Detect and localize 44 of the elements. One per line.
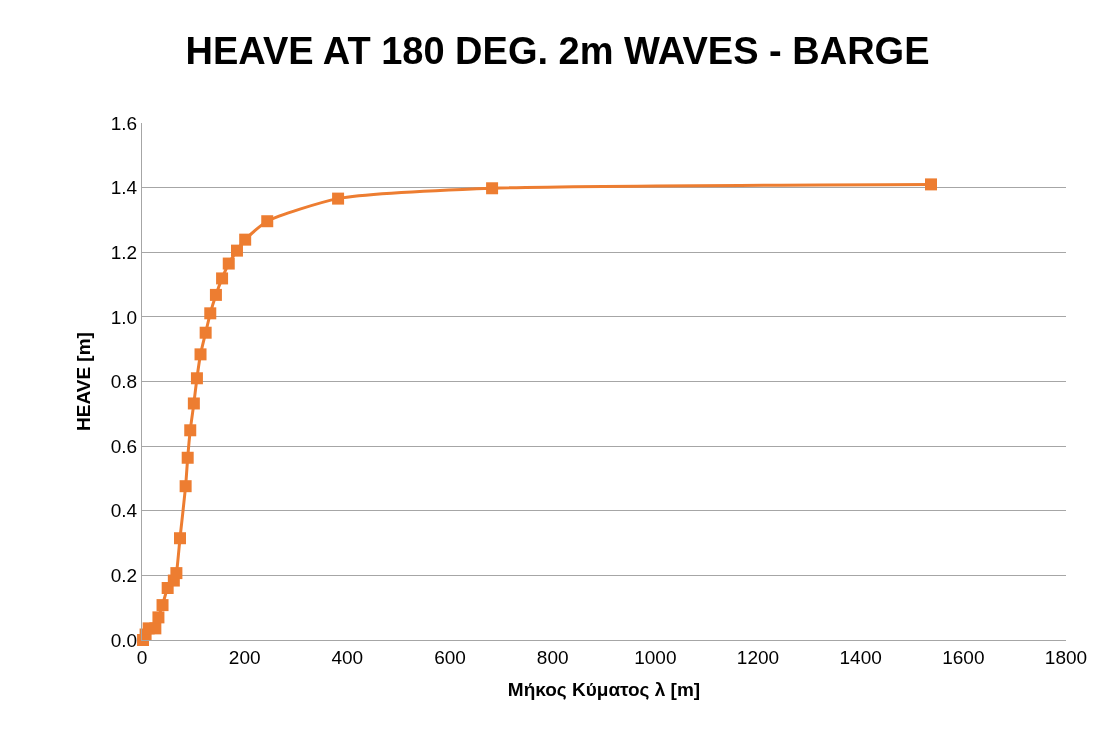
point (222, 257, 235, 270)
point (486, 182, 499, 195)
point (924, 178, 937, 191)
point (181, 451, 194, 464)
point (184, 424, 197, 437)
x-tick-label: 1600 (942, 646, 985, 668)
y-axis-title: HEAVE [m] (72, 332, 94, 431)
y-tick-label: 0.4 (110, 500, 138, 522)
point (209, 288, 222, 301)
x-tick-label: 800 (536, 646, 569, 668)
point (179, 480, 192, 493)
x-tick-label: 400 (331, 646, 364, 668)
point (190, 372, 203, 385)
x-tick-label: 1000 (634, 646, 677, 668)
y-tick-label: 1.0 (110, 306, 138, 328)
point (216, 272, 229, 285)
x-tick-label: 600 (434, 646, 466, 668)
point (332, 192, 345, 205)
chart-title: HEAVE AT 180 DEG. 2m WAVES - BARGE (185, 30, 930, 73)
point (261, 215, 274, 228)
point (173, 532, 186, 545)
point (187, 397, 200, 410)
y-tick-label: 0.0 (110, 629, 138, 651)
y-tick-label: 1.4 (110, 177, 138, 199)
point (230, 244, 243, 257)
point (156, 599, 169, 612)
point (152, 611, 165, 624)
x-tick-label: 200 (228, 646, 261, 668)
y-tick-label: 0.6 (110, 435, 138, 457)
point (204, 307, 217, 320)
x-axis-title: Μήκος Κύματος λ [m] (507, 678, 701, 700)
x-tick-label: 1200 (736, 646, 780, 668)
y-tick-label: 0.8 (110, 371, 138, 393)
point (199, 326, 212, 339)
point (239, 233, 252, 246)
point (194, 348, 207, 361)
point (170, 567, 183, 580)
y-tick-label: 0.2 (110, 565, 138, 587)
y-tick-label: 1.2 (110, 241, 138, 263)
x-tick-label: 0 (136, 646, 148, 668)
point (149, 622, 162, 635)
y-tick-label: 1.6 (110, 112, 138, 134)
x-tick-label: 1800 (1044, 646, 1088, 668)
x-tick-label: 1400 (839, 646, 882, 668)
